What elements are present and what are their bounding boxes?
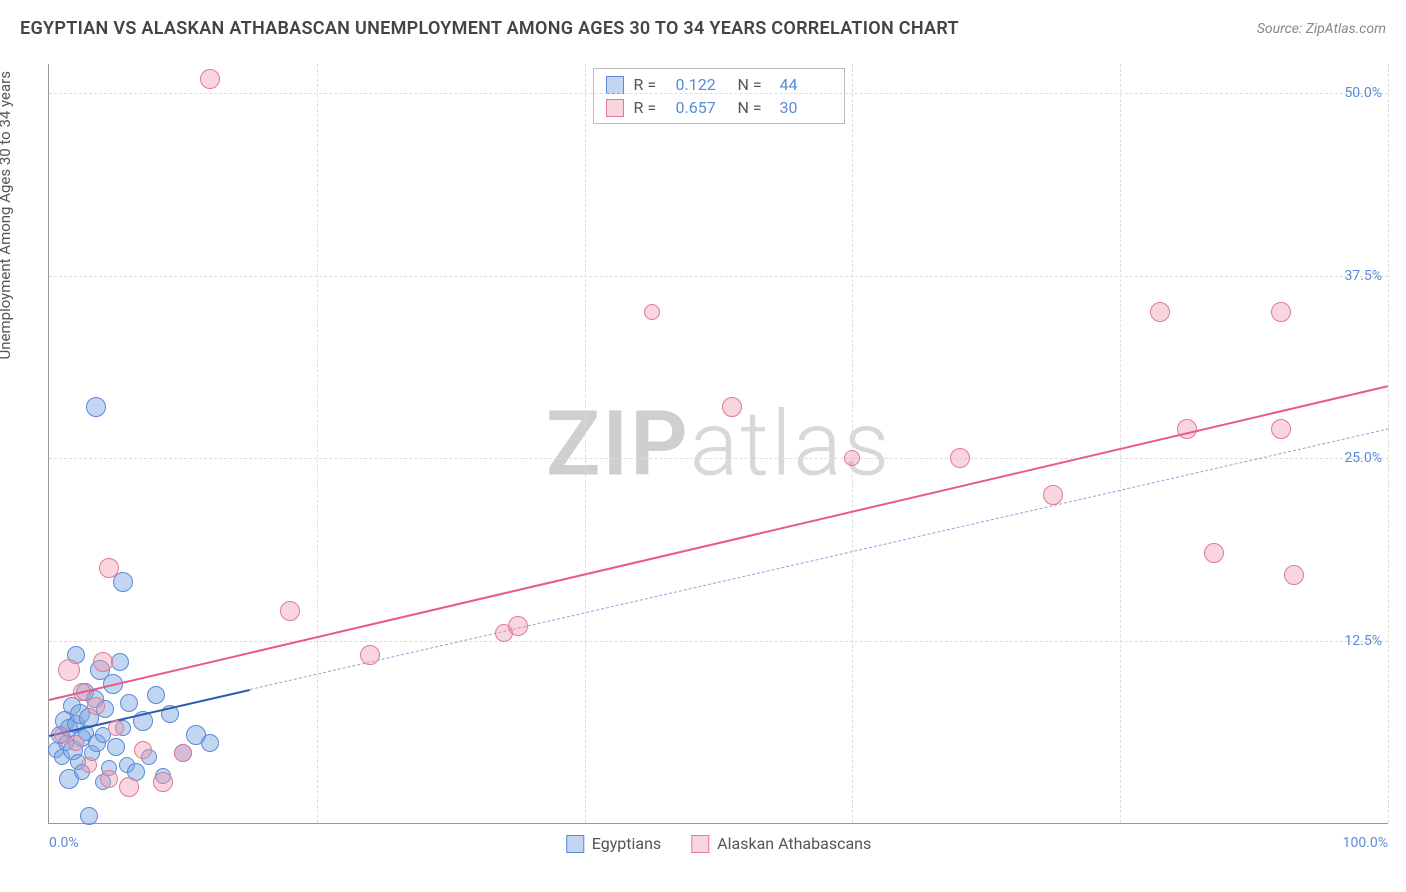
watermark-bold: ZIP: [546, 391, 690, 496]
y-tick-label: 25.0%: [1344, 450, 1382, 466]
data-point: [201, 734, 219, 752]
r-value-athabascans: 0.657: [676, 98, 728, 117]
data-point: [86, 397, 106, 417]
x-tick-label: 0.0%: [49, 835, 79, 851]
data-point: [1284, 565, 1304, 585]
gridline-vertical: [852, 64, 853, 823]
gridline-horizontal: [49, 641, 1388, 642]
data-point: [174, 744, 192, 762]
data-point: [107, 738, 125, 756]
data-point: [58, 659, 80, 681]
series-legend: Egyptians Alaskan Athabascans: [566, 834, 871, 853]
y-axis-label: Unemployment Among Ages 30 to 34 years: [0, 71, 14, 359]
gridline-vertical: [1388, 64, 1389, 823]
gridline-horizontal: [49, 276, 1388, 277]
plot-area: ZIPatlas R = 0.122 N = 44 R = 0.657 N = …: [48, 64, 1388, 824]
data-point: [80, 807, 98, 825]
watermark: ZIPatlas: [546, 391, 891, 496]
series-name-egyptians: Egyptians: [592, 834, 661, 853]
data-point: [1271, 302, 1291, 322]
data-point: [100, 770, 118, 788]
correlation-legend: R = 0.122 N = 44 R = 0.657 N = 30: [593, 68, 845, 124]
data-point: [950, 448, 970, 468]
data-point: [1204, 543, 1224, 563]
n-label: N =: [738, 75, 770, 94]
chart-title: EGYPTIAN VS ALASKAN ATHABASCAN UNEMPLOYM…: [20, 18, 959, 39]
gridline-vertical: [585, 64, 586, 823]
data-point: [147, 686, 165, 704]
data-point: [360, 645, 380, 665]
trend-line: [49, 385, 1388, 701]
header: EGYPTIAN VS ALASKAN ATHABASCAN UNEMPLOYM…: [20, 18, 1386, 39]
data-point: [134, 741, 152, 759]
legend-item-athabascans: Alaskan Athabascans: [691, 834, 871, 853]
data-point: [93, 652, 113, 672]
y-tick-label: 12.5%: [1344, 633, 1382, 649]
data-point: [99, 558, 119, 578]
data-point: [1043, 485, 1063, 505]
y-tick-label: 50.0%: [1344, 85, 1382, 101]
data-point: [81, 757, 97, 773]
n-value-egyptians: 44: [780, 75, 832, 94]
series-name-athabascans: Alaskan Athabascans: [717, 834, 871, 853]
r-label: R =: [634, 75, 666, 94]
swatch-athabascans: [606, 99, 624, 117]
data-point: [722, 397, 742, 417]
r-label: R =: [634, 98, 666, 117]
data-point: [644, 304, 660, 320]
y-tick-label: 37.5%: [1344, 268, 1382, 284]
legend-item-egyptians: Egyptians: [566, 834, 661, 853]
x-tick-label: 100.0%: [1343, 835, 1388, 851]
data-point: [1271, 419, 1291, 439]
gridline-vertical: [1120, 64, 1121, 823]
gridline-horizontal: [49, 458, 1388, 459]
data-point: [108, 720, 124, 736]
data-point: [87, 697, 105, 715]
data-point: [280, 601, 300, 621]
n-value-athabascans: 30: [780, 98, 832, 117]
r-value-egyptians: 0.122: [676, 75, 728, 94]
data-point: [200, 69, 220, 89]
data-point: [153, 772, 173, 792]
data-point: [1150, 302, 1170, 322]
data-point: [120, 694, 138, 712]
n-label: N =: [738, 98, 770, 117]
data-point: [844, 450, 860, 466]
chart-source: Source: ZipAtlas.com: [1257, 21, 1386, 37]
swatch-egyptians: [606, 76, 624, 94]
data-point: [119, 777, 139, 797]
data-point: [111, 653, 129, 671]
gridline-horizontal: [49, 93, 1388, 94]
chart-container: EGYPTIAN VS ALASKAN ATHABASCAN UNEMPLOYM…: [0, 0, 1406, 892]
watermark-light: atlas: [690, 391, 891, 496]
data-point: [68, 735, 84, 751]
swatch-athabascans-icon: [691, 835, 709, 853]
gridline-vertical: [317, 64, 318, 823]
legend-row-athabascans: R = 0.657 N = 30: [606, 96, 832, 119]
data-point: [508, 616, 528, 636]
swatch-egyptians-icon: [566, 835, 584, 853]
